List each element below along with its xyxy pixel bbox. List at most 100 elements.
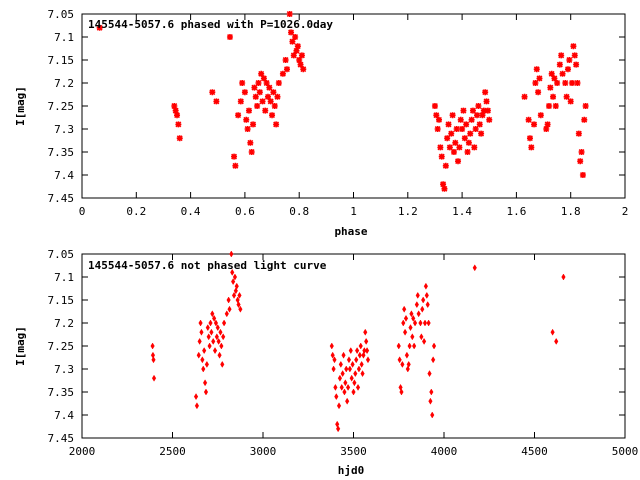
y-tick-label: 7.1 xyxy=(54,271,74,284)
data-point xyxy=(296,57,303,63)
data-point xyxy=(232,162,239,169)
data-point xyxy=(475,103,482,109)
y-tick-label: 7.3 xyxy=(54,363,74,376)
data-point xyxy=(224,310,229,318)
panel-phased: 0 0.2 0.4 0.6 0.8 1 1.2 1.4 1.6 1.8 2 7.05 7.1 7.15 7.… xyxy=(14,8,628,238)
data-point xyxy=(347,365,352,373)
x-tick-label: 0.6 xyxy=(235,205,255,218)
data-point xyxy=(412,319,418,327)
data-point xyxy=(226,34,233,40)
data-point xyxy=(436,116,443,123)
data-point xyxy=(483,98,490,105)
data-point xyxy=(355,347,360,355)
data-point xyxy=(564,66,571,73)
data-point xyxy=(176,135,183,142)
data-point xyxy=(221,333,226,341)
data-point xyxy=(251,84,258,91)
y-tick-label: 7.45 xyxy=(48,192,75,205)
data-point xyxy=(232,273,238,281)
data-point xyxy=(581,116,588,123)
y-tick-label: 7.05 xyxy=(48,248,75,261)
data-point xyxy=(421,296,426,304)
data-point xyxy=(356,365,362,373)
data-point xyxy=(252,93,259,100)
data-point xyxy=(561,273,566,281)
data-point xyxy=(410,333,415,341)
data-point xyxy=(208,319,213,327)
y-tick-label: 7.25 xyxy=(48,100,75,113)
data-point xyxy=(448,130,455,137)
data-point xyxy=(364,347,370,355)
data-point xyxy=(359,360,364,368)
data-point xyxy=(171,103,178,109)
y-tick-label: 7.45 xyxy=(48,432,75,445)
data-point xyxy=(482,89,489,96)
data-point xyxy=(332,356,337,364)
data-point xyxy=(213,319,219,327)
data-point xyxy=(241,89,248,96)
data-point xyxy=(330,351,335,359)
data-point xyxy=(446,144,453,151)
data-point xyxy=(343,379,348,387)
data-point xyxy=(239,80,246,86)
data-point xyxy=(548,70,555,77)
data-point xyxy=(235,112,242,119)
data-point xyxy=(536,75,543,82)
data-point xyxy=(350,360,355,368)
data-point xyxy=(341,351,346,359)
data-point xyxy=(472,126,479,132)
data-point xyxy=(336,425,341,433)
x-tick-label: 0.8 xyxy=(289,205,309,218)
data-point xyxy=(525,116,532,123)
data-point xyxy=(345,383,351,391)
data-point xyxy=(200,356,205,364)
data-point xyxy=(237,291,242,299)
data-point xyxy=(459,126,466,132)
data-point xyxy=(337,374,343,382)
data-point xyxy=(292,34,299,40)
y-tick-label: 7.35 xyxy=(48,146,75,159)
y-tick-label: 7.2 xyxy=(54,317,74,330)
data-point xyxy=(212,347,218,355)
data-point xyxy=(346,356,352,364)
data-point xyxy=(197,337,202,345)
x-tick-label: 4000 xyxy=(431,445,458,458)
data-point xyxy=(405,365,410,373)
data-point xyxy=(578,149,585,155)
data-point xyxy=(476,121,483,128)
data-point xyxy=(457,116,464,123)
data-point xyxy=(151,374,157,382)
data-point xyxy=(535,89,542,96)
data-point xyxy=(355,383,361,391)
data-point xyxy=(449,112,456,119)
data-point xyxy=(258,70,265,77)
data-point xyxy=(363,328,368,336)
data-point xyxy=(419,333,424,341)
data-point xyxy=(552,103,559,109)
data-point xyxy=(203,388,209,396)
y-tick-label: 7.4 xyxy=(54,409,74,422)
data-point xyxy=(193,393,199,401)
chart-title-phased: 145544-5057.6 phased with P=1026.0day xyxy=(88,18,333,31)
data-point xyxy=(465,139,472,146)
data-point xyxy=(255,80,262,86)
data-point xyxy=(554,337,559,345)
data-point xyxy=(204,360,209,368)
y-tick-label: 7.15 xyxy=(48,294,75,307)
x-tick-label: 3500 xyxy=(340,445,367,458)
axis-ticks-unphased: 2000 2500 3000 3500 4000 4500 5000 7.05 7.1 7.15 7… xyxy=(48,248,639,458)
data-point xyxy=(575,130,582,137)
data-point xyxy=(196,351,201,359)
data-point xyxy=(349,374,354,382)
data-point xyxy=(422,319,428,327)
data-point xyxy=(283,66,290,73)
data-point xyxy=(401,319,406,327)
x-tick-label: 5000 xyxy=(612,445,639,458)
y-tick-label: 7.2 xyxy=(54,77,74,90)
data-point xyxy=(543,126,550,132)
data-point xyxy=(294,43,301,50)
data-point xyxy=(418,319,423,327)
data-point xyxy=(345,397,350,405)
data-point xyxy=(429,388,434,396)
x-tick-label: 4500 xyxy=(521,445,548,458)
